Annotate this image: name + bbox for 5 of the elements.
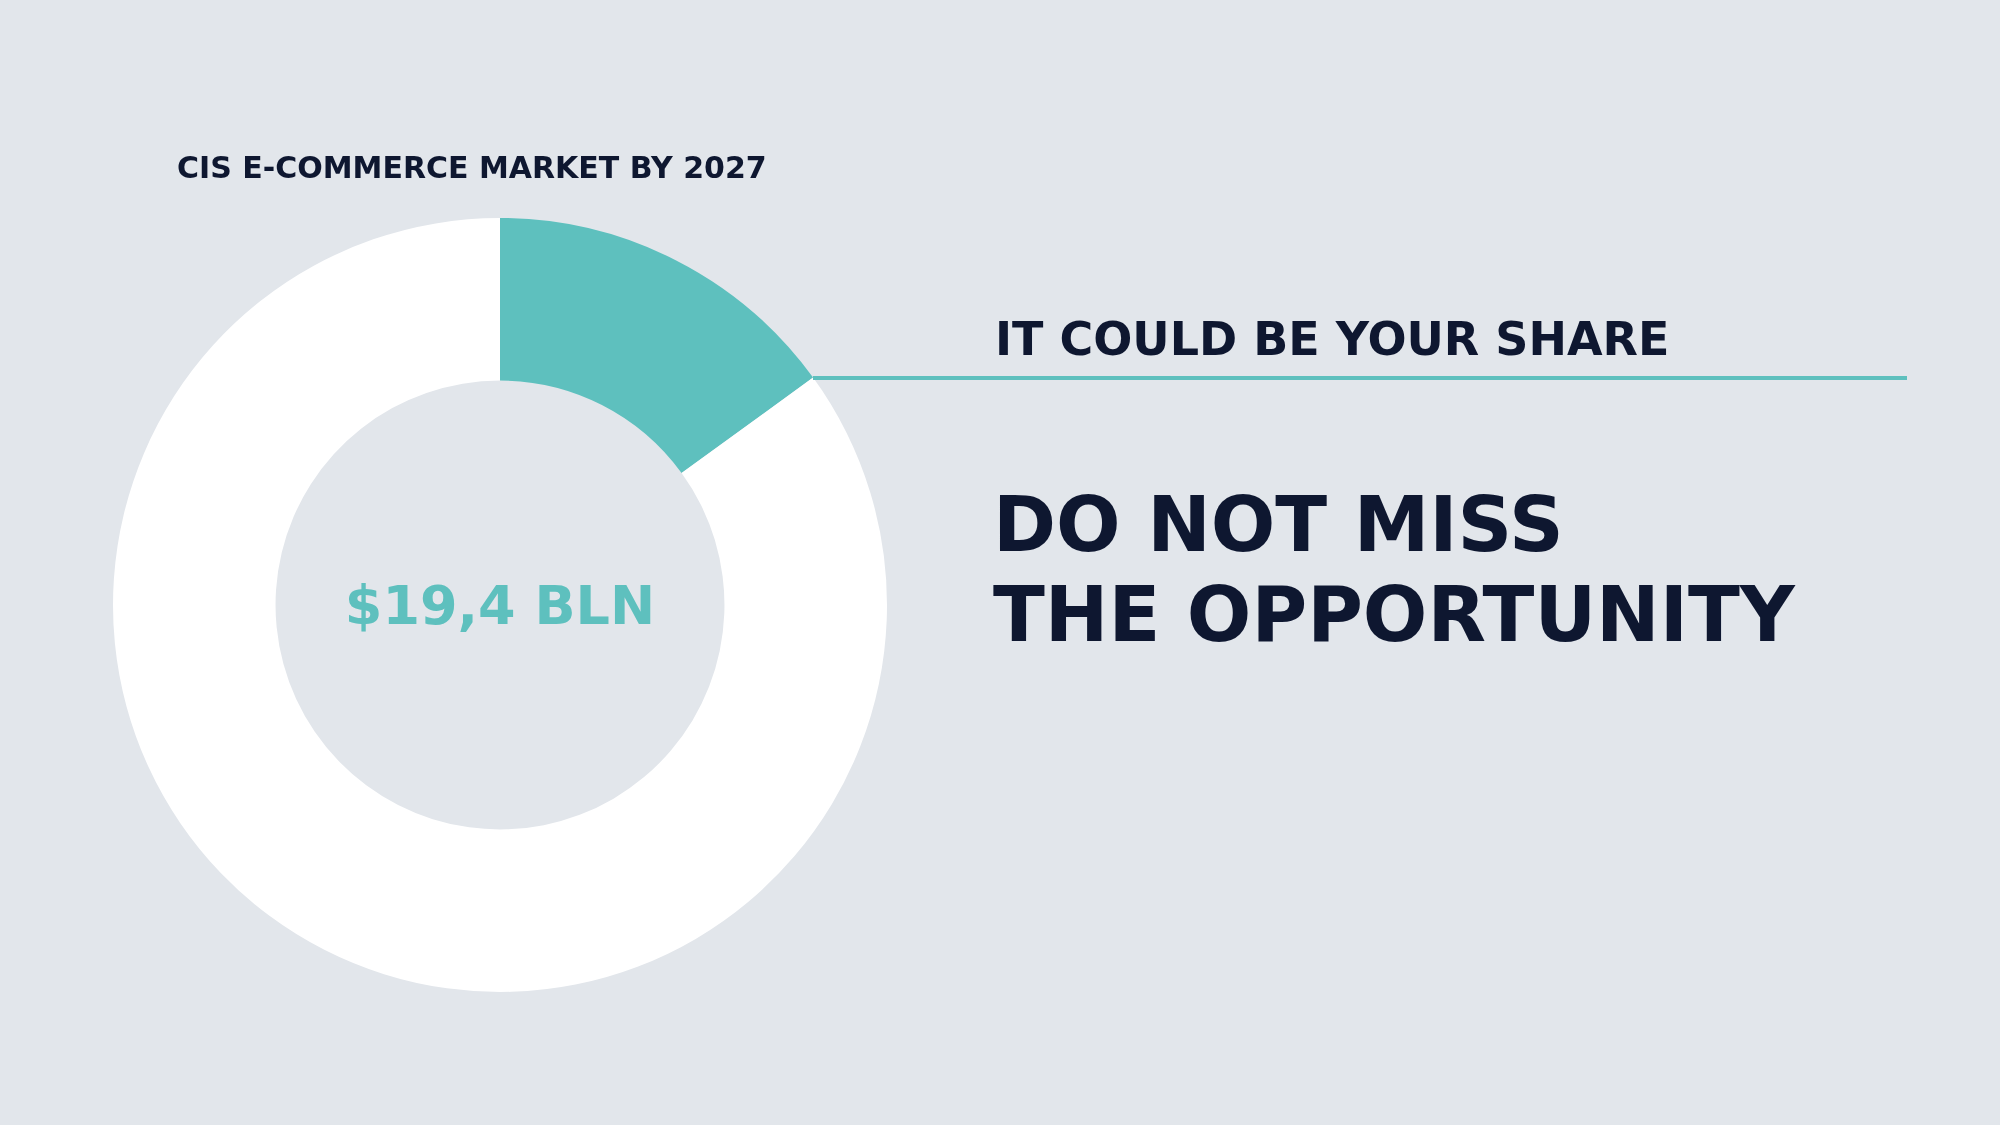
chart-title: CIS E-COMMERCE MARKET BY 2027: [177, 150, 767, 185]
text: $19,4 BLN: [344, 573, 656, 637]
text: DO NOT MISS: [993, 480, 1564, 569]
text: THE OPPORTUNITY: [993, 570, 1795, 659]
text: IT COULD BE YOUR SHARE: [995, 312, 1670, 366]
